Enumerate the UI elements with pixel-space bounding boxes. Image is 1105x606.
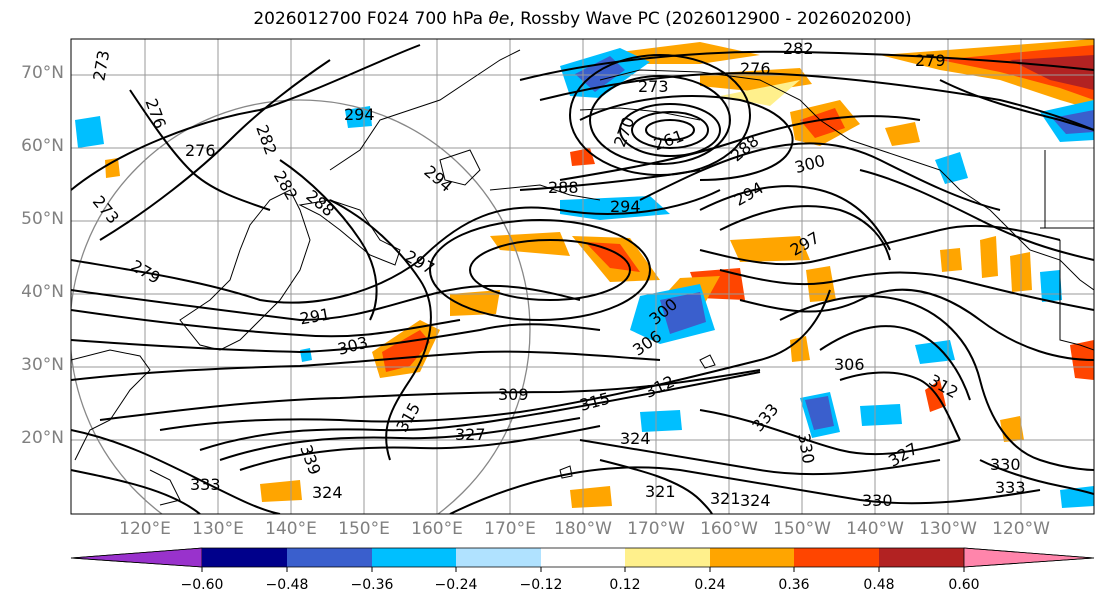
svg-text:330: 330 [862, 491, 893, 510]
coastlines [71, 49, 1094, 506]
lon-label-170w: 170°W [627, 519, 685, 539]
svg-text:333: 333 [190, 475, 221, 494]
svg-text:282: 282 [783, 39, 814, 58]
map-frame [70, 38, 1095, 515]
lon-label-150w: 150°W [773, 519, 831, 539]
svg-text:294: 294 [610, 197, 641, 216]
lat-label-60n: 60°N [21, 136, 64, 156]
lon-label-120w: 120°W [992, 519, 1050, 539]
svg-text:324: 324 [620, 429, 651, 448]
svg-text:276: 276 [740, 59, 771, 78]
lon-label-170e: 170°E [484, 519, 536, 539]
colorbar-label-5: 0.12 [609, 577, 641, 593]
colorbar-swatch-9 [879, 548, 964, 567]
svg-text:324: 324 [740, 491, 771, 510]
svg-text:321: 321 [710, 489, 741, 508]
lon-label-160e: 160°E [411, 519, 463, 539]
svg-text:327: 327 [455, 425, 486, 444]
svg-text:273: 273 [638, 77, 669, 96]
lat-label-30n: 30°N [21, 355, 64, 375]
map-title: 2026012700 F024 700 hPa θe, Rossby Wave … [253, 9, 912, 29]
svg-text:333: 333 [995, 478, 1026, 497]
colorbar-swatch-5 [541, 548, 625, 567]
colorbar-swatch-0 [70, 547, 203, 568]
lon-label-130e: 130°E [192, 519, 244, 539]
lon-label-150e: 150°E [338, 519, 390, 539]
lon-label-180w: 180°W [554, 519, 612, 539]
colorbar-label-4: −0.12 [519, 577, 563, 593]
lon-label-160w: 160°W [700, 519, 758, 539]
colorbar-label-1: −0.48 [265, 577, 309, 593]
svg-text:294: 294 [344, 105, 375, 124]
colorbar-swatch-1 [202, 548, 287, 567]
colorbar-swatch-3 [372, 548, 456, 567]
colorbar-swatch-7 [710, 548, 794, 567]
colorbar-swatch-10 [963, 547, 1095, 568]
lat-label-20n: 20°N [21, 428, 64, 448]
svg-text:309: 309 [498, 385, 529, 404]
colorbar-label-8: 0.48 [863, 577, 895, 593]
lat-label-70n: 70°N [21, 63, 64, 83]
colorbar-swatch-4 [456, 548, 541, 567]
colorbar-swatch-8 [794, 548, 879, 567]
lon-label-140e: 140°E [265, 519, 317, 539]
lon-label-140w: 140°W [846, 519, 904, 539]
colorbar-label-3: −0.24 [434, 577, 478, 593]
svg-text:321: 321 [645, 482, 676, 501]
map-area: 273 276 276 282 294 282 288 288 273 279 … [71, 39, 1094, 514]
svg-text:288: 288 [548, 178, 579, 197]
lat-label-50n: 50°N [21, 209, 64, 229]
lon-label-120e: 120°E [119, 519, 171, 539]
colorbar-label-6: 0.24 [694, 577, 726, 593]
lat-label-40n: 40°N [21, 282, 64, 302]
colorbar [70, 547, 1095, 572]
svg-text:279: 279 [915, 51, 946, 70]
svg-text:306: 306 [834, 355, 865, 374]
lon-label-130w: 130°W [919, 519, 977, 539]
colorbar-label-0: −0.60 [180, 577, 224, 593]
colorbar-label-7: 0.36 [778, 577, 810, 593]
svg-text:330: 330 [990, 455, 1021, 474]
colorbar-label-9: 0.60 [948, 577, 980, 593]
colorbar-swatch-2 [287, 548, 372, 567]
svg-text:276: 276 [185, 141, 216, 160]
colorbar-label-2: −0.36 [350, 577, 394, 593]
svg-text:324: 324 [312, 483, 343, 502]
contour-lines [71, 44, 1094, 514]
colorbar-swatch-6 [625, 548, 710, 567]
